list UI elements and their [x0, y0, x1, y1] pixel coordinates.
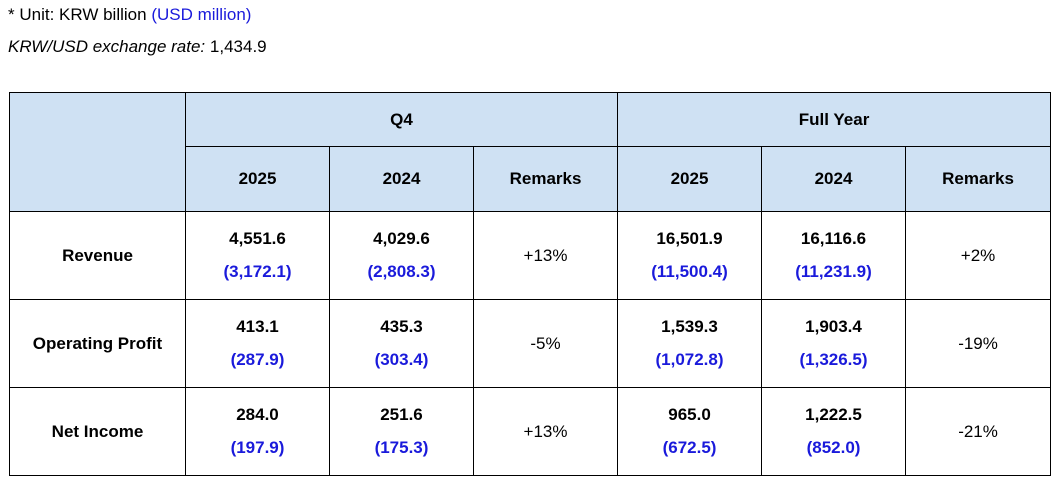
krw-value: 413.1: [236, 317, 279, 336]
group-header-full-year: Full Year: [617, 92, 1052, 147]
header-fy-2024: 2024: [761, 146, 907, 212]
remark-cell: +13%: [472, 387, 619, 476]
exchange-rate-label: KRW/USD exchange rate:: [8, 37, 206, 56]
krw-value: 16,501.9: [656, 229, 723, 248]
earnings-table: Q4 Full Year 2025 2024 Remarks 2025 2024…: [9, 92, 1052, 476]
usd-value: (1,072.8): [655, 350, 724, 369]
row-label: Revenue: [9, 211, 186, 300]
group-header-q4: Q4: [184, 92, 619, 147]
usd-value: (672.5): [662, 438, 717, 457]
usd-value: (175.3): [374, 438, 429, 457]
remark-cell: -19%: [905, 299, 1052, 388]
value-cell: 16,501.9 (11,500.4): [617, 211, 763, 300]
remark-cell: +2%: [905, 211, 1052, 300]
header-fy-remarks: Remarks: [905, 146, 1052, 212]
usd-value: (3,172.1): [223, 262, 292, 281]
krw-value: 965.0: [668, 405, 711, 424]
krw-value: 1,539.3: [661, 317, 718, 336]
usd-value: (11,500.4): [651, 262, 728, 281]
value-cell: 1,222.5 (852.0): [761, 387, 907, 476]
corner-header-cell: [9, 92, 186, 212]
header-q4-2024: 2024: [329, 146, 474, 212]
exchange-rate-value: 1,434.9: [209, 37, 267, 56]
exchange-rate-note: KRW/USD exchange rate: 1,434.9: [8, 37, 267, 57]
value-cell: 284.0 (197.9): [185, 387, 330, 476]
group-header-row: Q4 Full Year: [9, 92, 1052, 212]
value-cell: 4,029.6 (2,808.3): [329, 211, 474, 300]
unit-note-krw: * Unit: KRW billion: [8, 5, 147, 24]
usd-value: (2,808.3): [367, 262, 436, 281]
usd-value: (197.9): [230, 438, 285, 457]
row-label: Net Income: [9, 387, 186, 476]
value-cell: 1,903.4 (1,326.5): [761, 299, 907, 388]
krw-value: 1,903.4: [805, 317, 862, 336]
header-fy-2025: 2025: [617, 146, 763, 212]
usd-value: (852.0): [806, 438, 861, 457]
value-cell: 413.1 (287.9): [185, 299, 330, 388]
krw-value: 1,222.5: [805, 405, 862, 424]
table-row: Revenue 4,551.6 (3,172.1) 4,029.6 (2,808…: [9, 211, 1052, 300]
krw-value: 435.3: [380, 317, 423, 336]
krw-value: 251.6: [380, 405, 423, 424]
row-label: Operating Profit: [9, 299, 186, 388]
value-cell: 965.0 (672.5): [617, 387, 763, 476]
value-cell: 251.6 (175.3): [329, 387, 474, 476]
header-q4-remarks: Remarks: [472, 146, 619, 212]
usd-value: (303.4): [374, 350, 429, 369]
unit-note: * Unit: KRW billion (USD million): [8, 5, 251, 25]
krw-value: 4,551.6: [229, 229, 286, 248]
value-cell: 16,116.6 (11,231.9): [761, 211, 907, 300]
table-row: Operating Profit 413.1 (287.9) 435.3 (30…: [9, 299, 1052, 388]
header-q4-2025: 2025: [185, 146, 330, 212]
table-row: Net Income 284.0 (197.9) 251.6 (175.3) +…: [9, 387, 1052, 476]
usd-value: (1,326.5): [799, 350, 868, 369]
krw-value: 4,029.6: [373, 229, 430, 248]
remark-cell: -21%: [905, 387, 1052, 476]
remark-cell: -5%: [472, 299, 619, 388]
krw-value: 284.0: [236, 405, 279, 424]
usd-value: (287.9): [230, 350, 285, 369]
remark-cell: +13%: [472, 211, 619, 300]
usd-value: (11,231.9): [795, 262, 872, 281]
unit-note-usd: (USD million): [151, 5, 252, 24]
sub-header-row: 2025 2024 Remarks 2025 2024 Remarks: [10, 146, 1052, 212]
krw-value: 16,116.6: [800, 229, 867, 248]
value-cell: 4,551.6 (3,172.1): [185, 211, 330, 300]
value-cell: 1,539.3 (1,072.8): [617, 299, 763, 388]
value-cell: 435.3 (303.4): [329, 299, 474, 388]
